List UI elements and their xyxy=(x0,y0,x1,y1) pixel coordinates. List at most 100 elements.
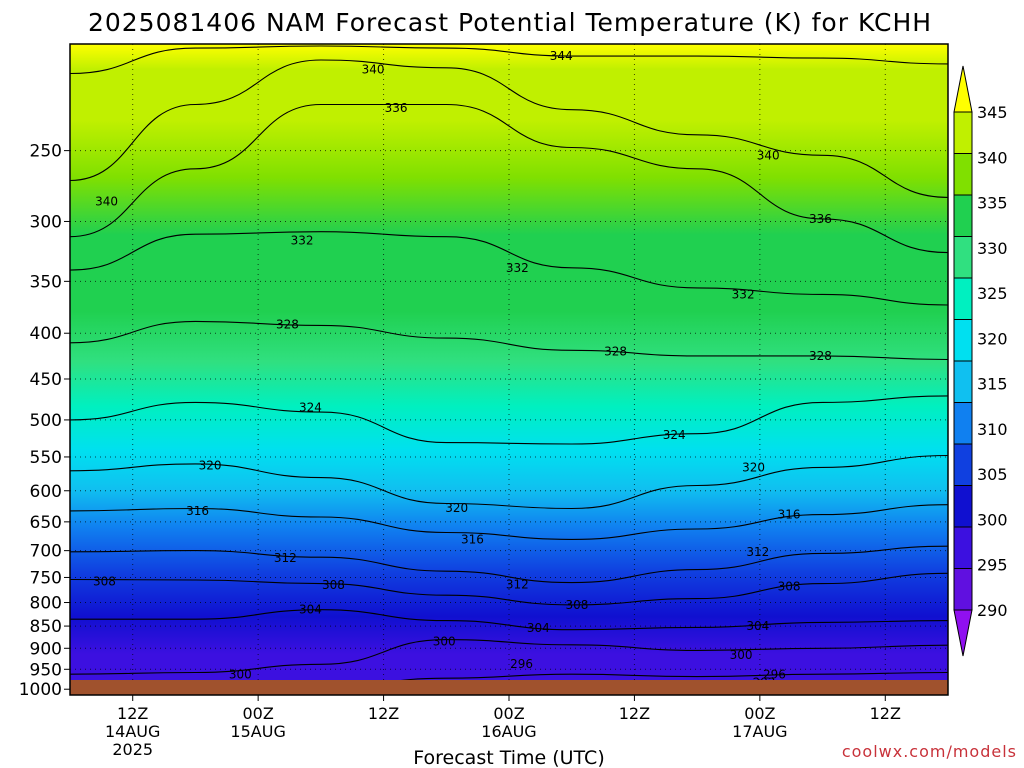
contour-label: 308 xyxy=(778,580,801,594)
y-tick-label: 550 xyxy=(30,448,62,468)
x-tick-label: 16AUG xyxy=(481,722,536,741)
y-tick-label: 950 xyxy=(30,660,62,680)
colorbar-band xyxy=(953,568,973,611)
contour-label: 312 xyxy=(274,551,297,565)
x-tick-label: 15AUG xyxy=(230,722,285,741)
y-axis: 2503003504004505005506006507007508008509… xyxy=(19,142,70,700)
colorbar-label: 345 xyxy=(977,103,1008,122)
y-tick-label: 300 xyxy=(30,212,62,232)
contour-label: 332 xyxy=(291,233,314,247)
contour-label: 320 xyxy=(199,458,222,472)
contour-label: 332 xyxy=(506,261,529,275)
contour-label: 308 xyxy=(565,598,588,612)
y-tick-label: 450 xyxy=(30,370,62,390)
contour-line-320 xyxy=(69,454,949,510)
x-tick-label: 12Z xyxy=(619,704,650,723)
contour-label: 300 xyxy=(730,648,753,662)
colorbar-band xyxy=(953,236,973,279)
y-tick-label: 250 xyxy=(30,142,62,162)
contour-label: 332 xyxy=(732,287,755,301)
colorbar-band xyxy=(953,485,973,528)
contour-label: 324 xyxy=(663,428,686,442)
chart-title: 2025081406 NAM Forecast Potential Temper… xyxy=(88,8,932,37)
terrain-bar xyxy=(70,680,948,695)
contour-label: 320 xyxy=(742,460,765,474)
x-axis-label: Forecast Time (UTC) xyxy=(413,747,604,768)
contour-label: 308 xyxy=(322,578,345,592)
contour-line-328 xyxy=(69,320,949,361)
y-tick-label: 750 xyxy=(30,568,62,588)
x-tick-label: 12Z xyxy=(870,704,901,723)
colorbar-label: 310 xyxy=(977,420,1008,439)
contour-label: 316 xyxy=(778,508,801,522)
colorbar-label: 325 xyxy=(977,284,1008,303)
contour-label: 296 xyxy=(510,657,533,671)
plot-area: 344 340 340 340 336 336 332 332 332 328 328 328 324 3… xyxy=(69,43,949,696)
contour-line-304 xyxy=(69,609,949,631)
contour-label: 316 xyxy=(461,532,484,546)
y-tick-label: 650 xyxy=(30,513,62,533)
contour-label: 304 xyxy=(299,603,322,617)
x-tick-label: 00Z xyxy=(493,704,524,723)
colorbar-label: 315 xyxy=(977,375,1008,394)
colorbar-label: 335 xyxy=(977,194,1008,213)
colorbar-band xyxy=(953,153,973,196)
contour-line-344 xyxy=(69,45,949,75)
y-tick-label: 500 xyxy=(30,411,62,431)
colorbar-band xyxy=(953,526,973,569)
contour-label: 312 xyxy=(506,578,529,592)
x-tick-label: 12Z xyxy=(117,704,148,723)
contour-line-336 xyxy=(69,103,949,254)
y-tick-label: 900 xyxy=(30,639,62,659)
contour-label: 344 xyxy=(550,49,573,63)
contour-label: 300 xyxy=(229,668,252,682)
colorbar-label: 340 xyxy=(977,148,1008,167)
contour-label: 328 xyxy=(604,344,627,358)
colorbar-band xyxy=(953,402,973,445)
colorbar: 345 340 335 330 325 320 315 310 305 300 295 290 xyxy=(953,65,1008,657)
x-tick-label: 00Z xyxy=(242,704,273,723)
contour-label: 304 xyxy=(527,621,550,635)
colorbar-top-arrow xyxy=(953,65,973,113)
colorbar-label: 330 xyxy=(977,239,1008,258)
contour-line-340 xyxy=(69,59,949,198)
x-tick-label: 2025 xyxy=(112,740,153,759)
contour-label: 336 xyxy=(385,101,408,115)
contour-line-332 xyxy=(69,231,949,306)
y-tick-label: 1000 xyxy=(19,680,62,700)
grid-lines xyxy=(70,44,948,690)
y-tick-label: 600 xyxy=(30,482,62,502)
colorbar-band xyxy=(953,111,973,154)
colorbar-label: 295 xyxy=(977,556,1008,575)
colorbar-bottom-arrow xyxy=(953,609,973,657)
colorbar-band xyxy=(953,277,973,320)
contour-label: 340 xyxy=(95,195,118,209)
x-tick-label: 14AUG xyxy=(105,722,160,741)
colorbar-band xyxy=(953,360,973,403)
colorbar-label: 290 xyxy=(977,601,1008,620)
contour-label: 340 xyxy=(362,63,385,77)
contour-lines xyxy=(69,45,949,692)
contour-line-312 xyxy=(69,545,949,584)
x-tick-label: 12Z xyxy=(368,704,399,723)
contour-line-324 xyxy=(69,395,949,445)
contour-label: 324 xyxy=(299,400,322,414)
credit-text: coolwx.com/models xyxy=(842,742,1017,761)
contour-label: 296 xyxy=(763,668,786,682)
y-tick-label: 800 xyxy=(30,594,62,614)
y-tick-label: 850 xyxy=(30,617,62,637)
colorbar-band xyxy=(953,319,973,362)
colorbar-band xyxy=(953,443,973,486)
contour-label: 300 xyxy=(433,634,456,648)
contour-label: 328 xyxy=(276,317,299,331)
contour-label: 340 xyxy=(757,148,780,162)
contour-label: 320 xyxy=(445,501,468,515)
y-tick-label: 350 xyxy=(30,272,62,292)
contour-label: 316 xyxy=(186,504,209,518)
contour-label: 304 xyxy=(746,619,769,633)
contour-line-308 xyxy=(69,572,949,606)
contour-label: 312 xyxy=(746,545,769,559)
colorbar-label: 320 xyxy=(977,329,1008,348)
